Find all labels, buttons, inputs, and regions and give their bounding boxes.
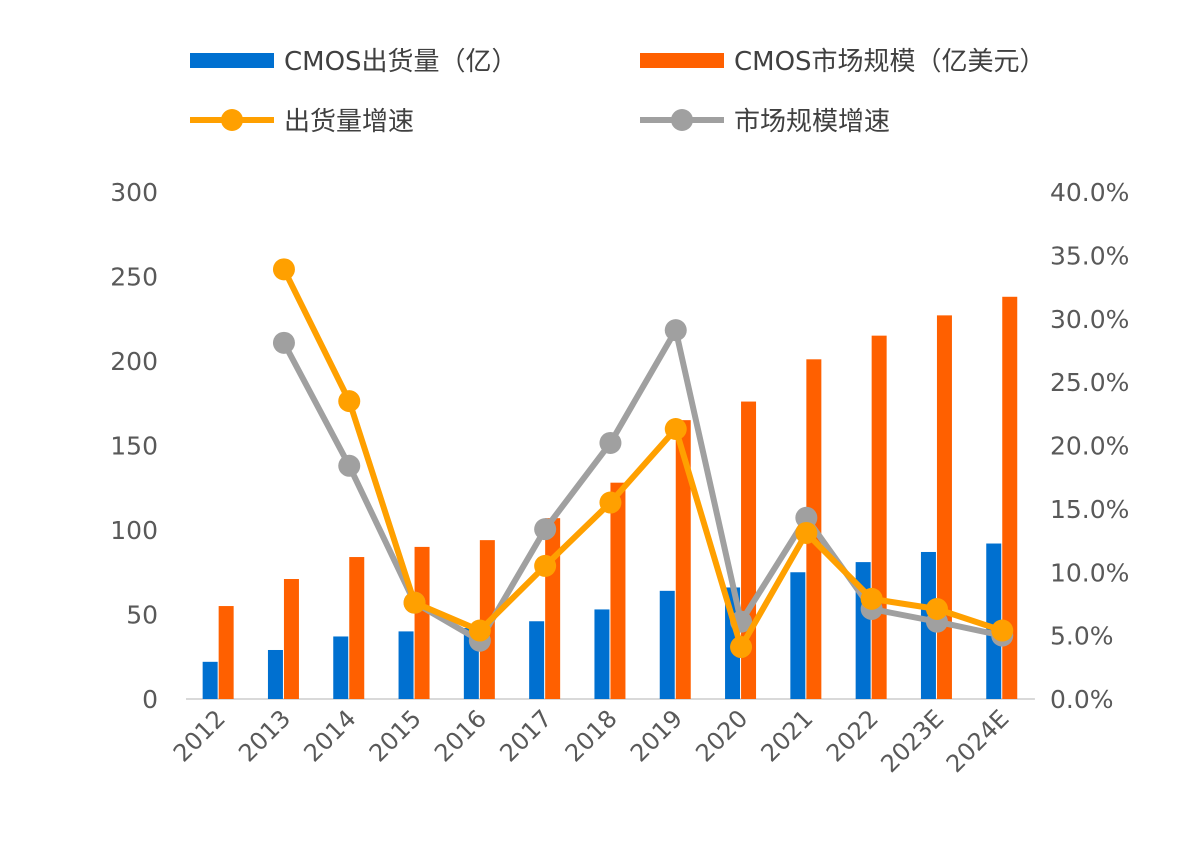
shipment-growth-point	[403, 591, 426, 614]
shipment-growth-point	[925, 598, 948, 621]
shipment-growth-point	[338, 390, 361, 413]
y-tick-label: 250	[110, 263, 158, 292]
x-tick-label: 2012	[168, 704, 231, 767]
y-tick-label: 200	[110, 347, 158, 376]
y-tick-label: 300	[110, 178, 158, 207]
shipment-growth-point	[795, 521, 818, 544]
market-bar	[610, 482, 626, 699]
market-bar	[675, 420, 691, 699]
y2-tick-label: 25.0%	[1050, 368, 1129, 397]
y2-tick-label: 10.0%	[1050, 558, 1129, 587]
market-bar	[871, 335, 887, 699]
x-tick-label: 2024E	[941, 704, 1015, 778]
shipment-growth-point	[272, 258, 295, 281]
shipment-bar	[267, 649, 283, 699]
y-tick-label: 100	[110, 516, 158, 545]
legend-swatch	[190, 53, 274, 68]
market-growth-point	[272, 331, 295, 354]
y2-tick-label: 5.0%	[1050, 622, 1114, 651]
legend-label: CMOS出货量（亿）	[284, 47, 518, 77]
y-tick-label: 0	[142, 685, 158, 714]
legend-marker	[671, 109, 693, 131]
shipment-bar	[398, 631, 414, 699]
x-tick-label: 2018	[560, 704, 623, 767]
shipment-bar	[529, 621, 545, 699]
y2-tick-label: 20.0%	[1050, 432, 1129, 461]
x-tick-label: 2014	[299, 704, 362, 767]
y2-tick-label: 15.0%	[1050, 495, 1129, 524]
market-growth-line	[281, 327, 1003, 644]
shipment-bar	[202, 661, 218, 699]
market-bar	[936, 315, 952, 699]
y2-tick-label: 35.0%	[1050, 241, 1129, 270]
legend-label: 出货量增速	[284, 107, 414, 137]
y2-tick-label: 30.0%	[1050, 305, 1129, 334]
shipment-bar	[594, 609, 610, 699]
shipment-growth-line	[281, 267, 1004, 651]
shipment-growth-point	[468, 619, 491, 642]
x-tick-label: 2019	[625, 704, 688, 767]
shipment-growth-point	[991, 619, 1014, 642]
x-tick-label: 2020	[690, 704, 753, 767]
market-growth-point	[795, 506, 818, 529]
market-bar	[414, 546, 430, 699]
x-tick-label: 2023E	[875, 704, 949, 778]
shipment-growth-point	[534, 554, 557, 577]
market-growth-point	[599, 431, 622, 454]
market-bar	[349, 557, 365, 699]
market-bar	[1002, 296, 1018, 699]
shipment-bar	[659, 590, 675, 699]
x-tick-label: 2022	[821, 704, 884, 767]
market-bar	[218, 606, 234, 699]
legend-label: 市场规模增速	[734, 107, 890, 137]
legend-swatch	[640, 53, 724, 68]
x-tick-label: 2016	[429, 704, 492, 767]
legend-label: CMOS市场规模（亿美元）	[734, 47, 1046, 77]
shipment-growth-point	[730, 636, 753, 659]
shipment-bar	[790, 572, 806, 699]
legend-marker	[221, 109, 243, 131]
shipment-bar	[333, 636, 349, 699]
x-tick-label: 2017	[494, 704, 557, 767]
market-bar	[545, 518, 561, 699]
shipment-bar	[986, 543, 1002, 699]
y-tick-label: 150	[110, 432, 158, 461]
market-bar	[283, 579, 299, 699]
market-growth-point	[664, 319, 687, 342]
shipment-growth-point	[664, 418, 687, 441]
x-tick-label: 2015	[364, 704, 427, 767]
y-tick-label: 50	[126, 601, 158, 630]
y2-tick-label: 0.0%	[1050, 685, 1114, 714]
market-growth-point	[534, 518, 557, 541]
shipment-growth-point	[860, 587, 883, 610]
x-tick-label: 2021	[756, 704, 819, 767]
shipment-growth-point	[599, 491, 622, 514]
x-tick-label: 2013	[233, 704, 296, 767]
market-growth-point	[338, 454, 361, 477]
y2-tick-label: 40.0%	[1050, 178, 1129, 207]
